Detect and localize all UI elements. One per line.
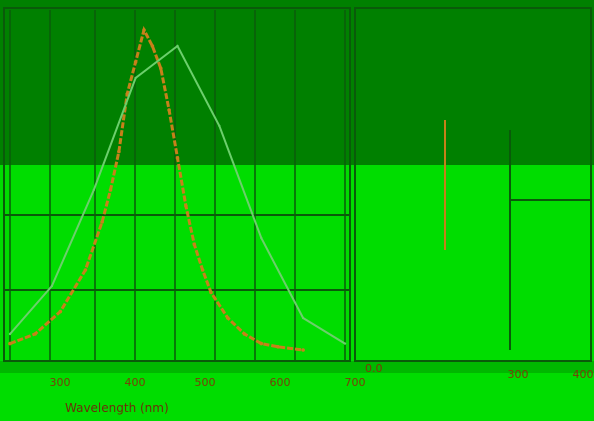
series-point-0 [192, 242, 197, 247]
series-point-1 [260, 236, 263, 240]
side-plot-frame [354, 7, 592, 362]
series-point-1 [218, 124, 221, 128]
series-point-0 [83, 268, 88, 272]
series-point-0 [8, 341, 12, 346]
series-point-0 [167, 108, 171, 112]
series-point-1 [92, 188, 96, 192]
main-plot-frame [3, 7, 351, 362]
series-point-0 [226, 316, 230, 320]
series-point-0 [200, 268, 205, 272]
series-layer [8, 25, 347, 352]
series-point-1 [8, 332, 12, 336]
series-point-0 [175, 156, 180, 160]
series-point-0 [133, 60, 138, 64]
x-tick-label: 700 [345, 376, 366, 389]
series-point-0 [117, 149, 121, 154]
series-point-0 [301, 348, 305, 352]
series-line-0 [9, 25, 304, 352]
series-point-0 [259, 341, 264, 346]
side-x-tick-label: 300 [508, 368, 529, 381]
series-point-0 [209, 290, 213, 295]
series-point-0 [159, 66, 163, 71]
x-tick-label: 400 [125, 376, 146, 389]
x-tick-label: 300 [50, 376, 71, 389]
header-band [0, 0, 594, 165]
series-point-1 [176, 44, 179, 48]
series-point-0 [142, 28, 146, 32]
series-point-1 [134, 76, 137, 80]
x-tick-label: 600 [270, 376, 291, 389]
series-point-0 [150, 44, 155, 48]
series-point-0 [184, 204, 188, 208]
series-point-1 [50, 284, 54, 288]
x-tick-label: 500 [195, 376, 216, 389]
series-point-1 [301, 316, 305, 320]
series-point-0 [100, 220, 104, 224]
series-point-0 [58, 309, 63, 314]
tick-labels: 300 400 500 600 700 300 400 [50, 368, 594, 389]
axis-band [0, 361, 594, 373]
x-axis-title: Wavelength (nm) [65, 401, 169, 415]
series-point-0 [108, 188, 113, 192]
side-y-tick-label: 0.0 [365, 362, 383, 375]
series-point-0 [276, 345, 280, 349]
series-point-1 [343, 342, 347, 345]
series-point-0 [125, 92, 129, 96]
side-x-tick-label: 400 [573, 368, 594, 381]
series-point-0 [242, 332, 247, 336]
series-point-0 [33, 332, 37, 336]
